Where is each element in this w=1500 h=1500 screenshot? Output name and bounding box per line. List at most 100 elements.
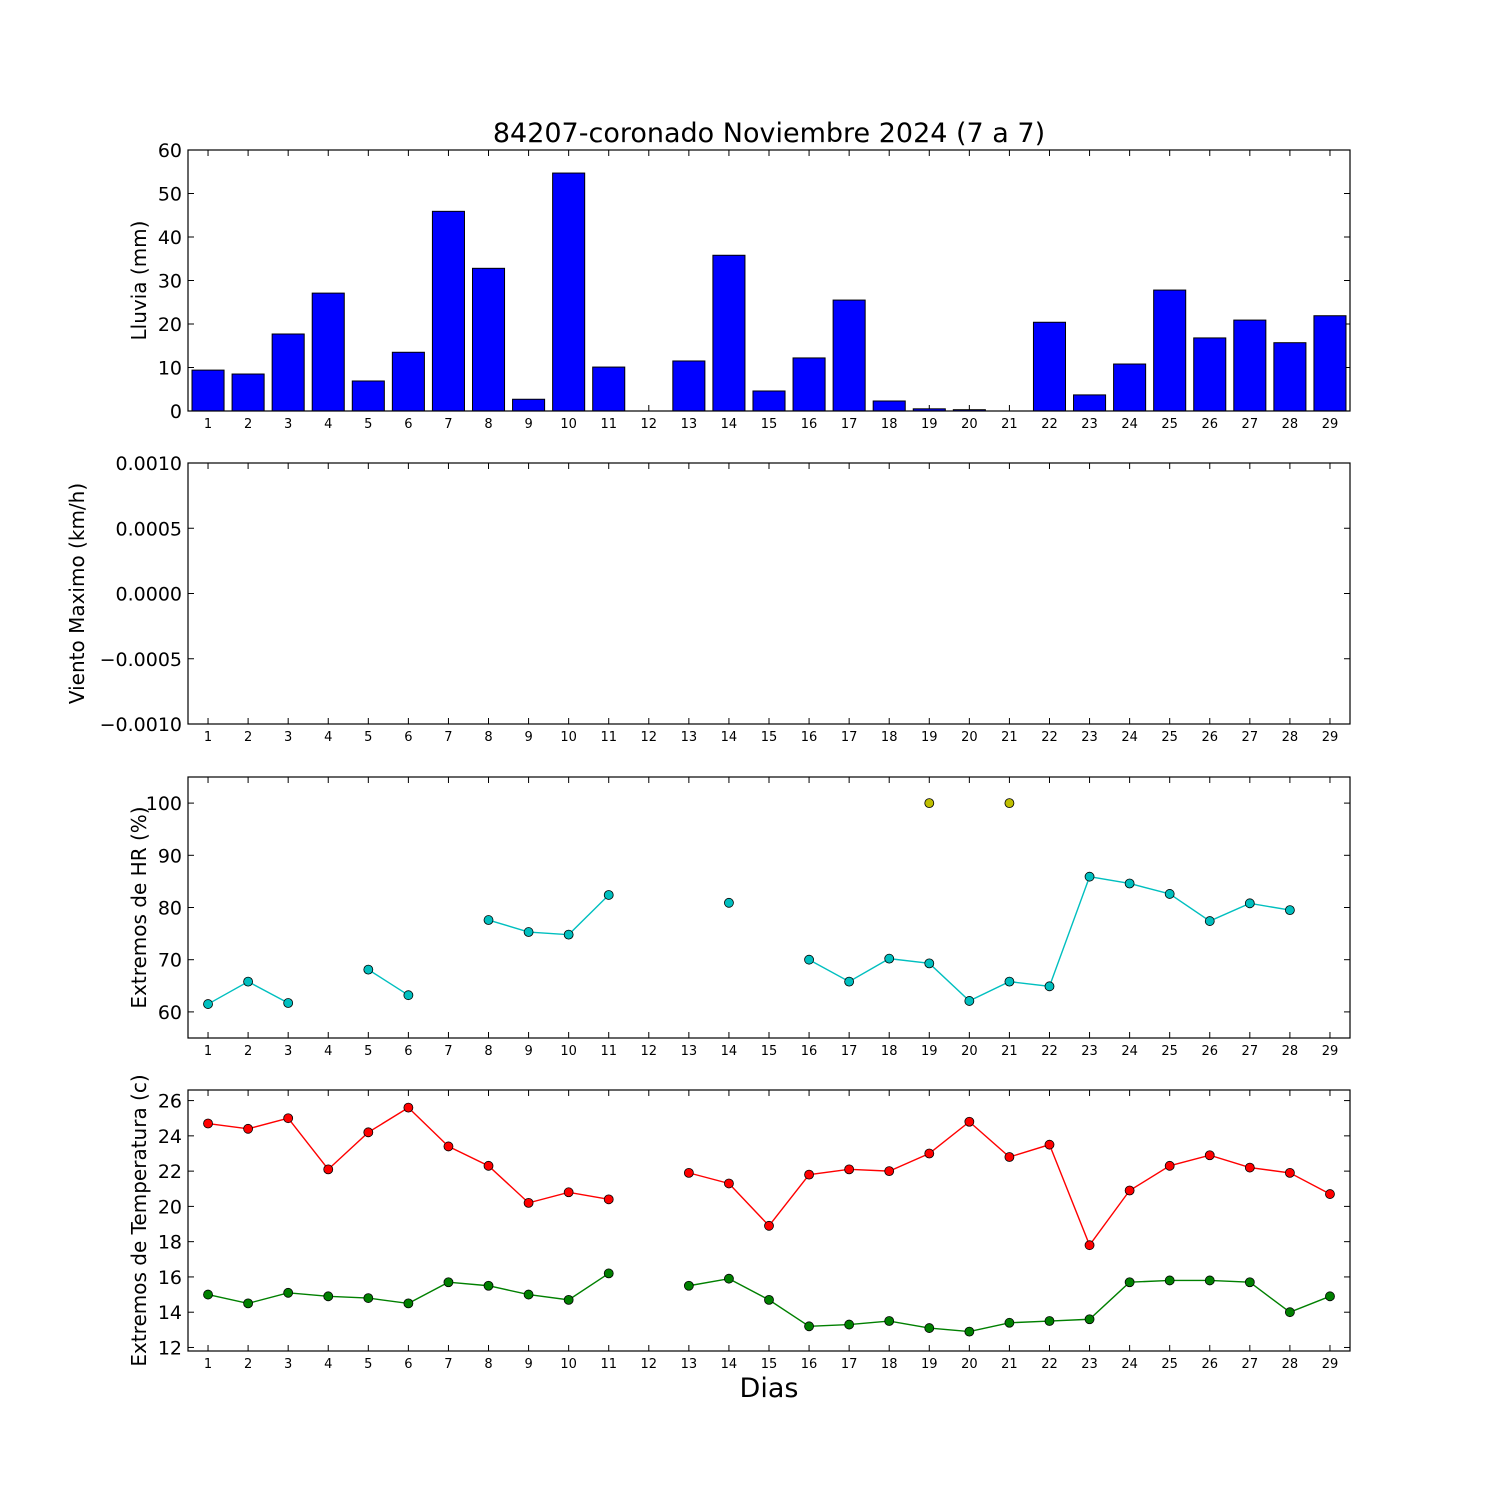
x-tick-label: 8 <box>484 1357 492 1372</box>
x-tick-label: 3 <box>284 1044 292 1059</box>
point-s2-day-6 <box>403 990 414 1001</box>
x-tick-label: 5 <box>364 417 372 432</box>
x-tick-label: 18 <box>881 1044 898 1059</box>
x-tick-label: 20 <box>961 1044 978 1059</box>
y-tick-label: 20 <box>158 1196 182 1218</box>
x-tick-label: 24 <box>1121 417 1138 432</box>
y-tick-label: 60 <box>158 1002 182 1024</box>
x-tick-label: 20 <box>961 1357 978 1372</box>
bar-day-4 <box>311 292 345 412</box>
point-s2-day-10 <box>563 1294 574 1305</box>
x-tick-label: 25 <box>1161 417 1178 432</box>
y-axis-label: Extremos de Temperatura (c) <box>127 1074 151 1366</box>
y-tick-label: 90 <box>158 845 182 867</box>
point-s2-day-1 <box>203 1289 213 1300</box>
point-s2-day-9 <box>523 927 534 937</box>
x-tick-label: 13 <box>681 1357 698 1372</box>
x-tick-label: 22 <box>1041 1357 1058 1372</box>
x-tick-label: 10 <box>560 730 577 745</box>
point-s1-day-1 <box>203 1118 213 1129</box>
x-tick-label: 22 <box>1041 417 1058 432</box>
x-tick-label: 19 <box>921 1044 938 1059</box>
x-tick-label: 10 <box>560 417 577 432</box>
x-tick-label: 14 <box>721 417 738 432</box>
x-tick-label: 29 <box>1322 1044 1339 1059</box>
x-tick-label: 28 <box>1282 417 1299 432</box>
x-tick-label: 9 <box>524 417 532 432</box>
point-s2-day-13 <box>683 1280 694 1291</box>
x-tick-label: 6 <box>404 1044 412 1059</box>
point-s1-day-26 <box>1204 1150 1215 1161</box>
x-tick-label: 17 <box>841 730 858 745</box>
x-tick-label: 16 <box>801 1357 818 1372</box>
x-tick-label: 26 <box>1201 1357 1218 1372</box>
y-tick-label: 16 <box>158 1267 182 1289</box>
point-s1-day-28 <box>1284 1167 1295 1178</box>
x-tick-label: 24 <box>1121 730 1138 745</box>
point-s1-day-5 <box>363 1127 374 1138</box>
x-tick-label: 24 <box>1121 1044 1138 1059</box>
point-s2-day-26 <box>1204 1275 1215 1286</box>
y-axis-label: Lluvia (mm) <box>127 221 151 341</box>
bar-day-18 <box>872 400 906 412</box>
plot-area <box>187 1089 1351 1352</box>
point-s1-day-24 <box>1124 1185 1135 1196</box>
y-tick-label: 24 <box>158 1126 182 1148</box>
bar-day-3 <box>271 333 305 412</box>
x-tick-label: 6 <box>404 730 412 745</box>
x-tick-label: 12 <box>641 417 658 432</box>
point-s2-day-8 <box>483 915 494 925</box>
point-s1-day-23 <box>1084 1240 1095 1251</box>
x-tick-label: 3 <box>284 1357 292 1372</box>
bar-day-29 <box>1313 315 1347 412</box>
point-s2-day-26 <box>1204 916 1215 926</box>
point-s2-day-25 <box>1164 889 1175 899</box>
series-line-1 <box>688 1120 1331 1247</box>
x-tick-label: 28 <box>1282 1044 1299 1059</box>
point-s1-day-21 <box>1004 1152 1015 1162</box>
x-tick-label: 29 <box>1322 417 1339 432</box>
x-tick-label: 28 <box>1282 1357 1299 1372</box>
point-s1-day-17 <box>844 1164 855 1175</box>
x-tick-label: 11 <box>600 730 617 745</box>
point-s2-day-11 <box>603 1268 614 1279</box>
bar-day-9 <box>512 398 546 412</box>
y-tick-label: 80 <box>158 898 182 920</box>
x-tick-label: 17 <box>841 417 858 432</box>
x-tick-label: 9 <box>524 1357 532 1372</box>
x-tick-label: 2 <box>244 730 252 745</box>
x-tick-label: 22 <box>1041 730 1058 745</box>
x-tick-label: 5 <box>364 730 372 745</box>
point-s1-day-29 <box>1325 1189 1335 1199</box>
bar-day-28 <box>1273 342 1307 412</box>
point-s1-day-25 <box>1164 1160 1175 1171</box>
point-s2-day-20 <box>964 1326 975 1337</box>
x-tick-label: 14 <box>721 1044 738 1059</box>
x-tick-label: 12 <box>641 730 658 745</box>
x-tick-label: 3 <box>284 730 292 745</box>
x-tick-label: 13 <box>681 730 698 745</box>
y-tick-label: 0.0005 <box>116 518 182 540</box>
bar-day-5 <box>351 380 385 412</box>
x-tick-label: 26 <box>1201 417 1218 432</box>
bar-day-10 <box>552 172 586 412</box>
y-axis-label: Viento Maximo (km/h) <box>65 483 89 704</box>
bar-day-7 <box>431 210 465 412</box>
x-tick-label: 8 <box>484 730 492 745</box>
x-tick-label: 27 <box>1242 1357 1259 1372</box>
x-tick-label: 24 <box>1121 1357 1138 1372</box>
x-tick-label: 9 <box>524 730 532 745</box>
x-tick-label: 2 <box>244 1357 252 1372</box>
x-tick-label: 15 <box>761 730 778 745</box>
x-tick-label: 28 <box>1282 730 1299 745</box>
point-s2-day-11 <box>603 890 614 900</box>
y-tick-label: 20 <box>158 314 182 336</box>
point-s2-day-22 <box>1044 1316 1055 1326</box>
bar-day-11 <box>592 366 626 412</box>
x-tick-label: 1 <box>204 1357 212 1372</box>
x-tick-label: 13 <box>681 417 698 432</box>
x-tick-label: 23 <box>1081 1044 1098 1059</box>
bar-day-24 <box>1113 363 1147 412</box>
bar-day-8 <box>471 267 506 412</box>
